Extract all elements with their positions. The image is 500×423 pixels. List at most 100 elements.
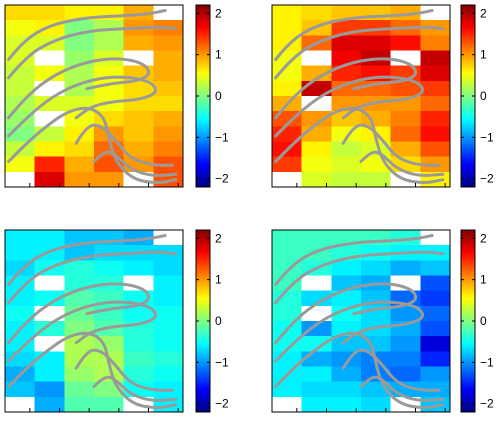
- heatmap-cell: [331, 305, 362, 322]
- heatmap-cell: [5, 65, 36, 82]
- heatmap-cell: [420, 65, 451, 82]
- heatmap-cell: [301, 50, 332, 67]
- axes-frame: [4, 4, 184, 188]
- heatmap-cell: [331, 290, 362, 307]
- heatmap-cell: [361, 396, 392, 413]
- heatmap-cell: [123, 366, 154, 383]
- colorbar-tick-label: −2: [480, 172, 494, 186]
- heatmap-cell: [420, 35, 451, 52]
- heatmap-cell: [34, 50, 65, 67]
- heatmap-cell: [331, 80, 362, 97]
- contour-line: [274, 9, 434, 62]
- heatmap-cell: [390, 230, 421, 246]
- contour-overlay: [7, 234, 178, 409]
- heatmap-cell: [301, 156, 332, 173]
- heatmap-cell: [390, 275, 421, 292]
- heatmap-cell: [64, 65, 95, 82]
- heatmap-cell: [34, 230, 65, 246]
- heatmap-cell: [420, 351, 451, 368]
- colorbar-tick-label: −2: [215, 172, 229, 186]
- heatmap-cell: [34, 96, 65, 112]
- contour-line: [274, 75, 425, 138]
- heatmap-cell: [64, 141, 95, 158]
- contour-line: [7, 331, 178, 409]
- contour-line: [74, 123, 174, 167]
- heatmap-cell: [331, 396, 362, 413]
- heatmap-cell: [390, 141, 421, 158]
- contour-line: [92, 375, 178, 402]
- colorbar-tick-label: 0: [480, 314, 487, 328]
- heatmap-cell: [94, 396, 125, 413]
- heatmap-cell: [331, 260, 362, 277]
- contour-line: [7, 300, 158, 363]
- contour-line: [7, 282, 151, 345]
- heatmap-cell: [34, 141, 65, 158]
- heatmap-cell: [420, 5, 451, 21]
- heatmap-cell: [301, 5, 332, 21]
- heatmap-cell: [5, 381, 36, 398]
- heatmap-cell: [123, 50, 154, 67]
- heatmap-cell: [153, 35, 184, 52]
- colorbar-tick-label: −1: [480, 355, 494, 369]
- colorbar-tick-label: −1: [480, 130, 494, 144]
- contour-line: [274, 234, 434, 287]
- heatmap-cell: [390, 35, 421, 52]
- heatmap-cell: [361, 260, 392, 277]
- colorbar-tick-label: −1: [215, 355, 229, 369]
- contour-line: [7, 9, 167, 62]
- heatmap-cell: [420, 126, 451, 143]
- heatmap-cell: [153, 111, 184, 127]
- heatmap-cell: [390, 260, 421, 277]
- heatmap-cell: [272, 290, 303, 307]
- heatmap-cell: [301, 230, 332, 246]
- contour-line: [7, 234, 167, 287]
- heatmap-cell: [34, 381, 65, 398]
- heatmap-cell: [390, 80, 421, 97]
- heatmap-cell: [5, 171, 36, 188]
- heatmap-cell: [94, 35, 125, 52]
- heatmap-cell: [331, 141, 362, 158]
- heatmap-cell: [420, 275, 451, 292]
- heatmap-cell: [301, 381, 332, 398]
- heatmap-cell: [301, 321, 332, 337]
- heatmap-cell: [420, 141, 451, 158]
- contour-line: [341, 348, 441, 392]
- heatmap-cell: [123, 141, 154, 158]
- heatmap-cell: [301, 111, 332, 127]
- heatmap-cell: [272, 20, 303, 36]
- heatmap-cell: [34, 366, 65, 383]
- heatmap-cell: [153, 275, 184, 292]
- contour-line: [7, 57, 151, 120]
- heatmap-cell: [64, 171, 95, 188]
- heatmap-cell: [301, 171, 332, 188]
- heatmap-cell: [153, 5, 184, 21]
- heatmap-cell: [272, 245, 303, 261]
- heatmap-cell: [34, 5, 65, 21]
- heatmap-cell: [34, 321, 65, 337]
- heatmap-cell: [420, 290, 451, 307]
- heatmap-cell: [123, 35, 154, 52]
- heatmap-cell: [390, 126, 421, 143]
- heatmap-cell: [94, 171, 125, 188]
- heatmap-cell: [361, 171, 392, 188]
- heatmap-cell: [153, 260, 184, 277]
- heatmap-cell: [5, 20, 36, 36]
- heatmap-cell: [34, 171, 65, 188]
- heatmap-cell: [34, 111, 65, 127]
- heatmap-cell: [34, 336, 65, 352]
- heatmap-cell: [301, 65, 332, 82]
- heatmap-cell: [390, 305, 421, 322]
- heatmap-cell: [420, 111, 451, 127]
- heatmap-panel-top-right: 2 1 0 −1 −2: [271, 4, 494, 188]
- contour-line: [74, 348, 174, 392]
- heatmap-cell: [301, 96, 332, 112]
- heatmap-cell: [272, 65, 303, 82]
- heatmap-cell: [420, 50, 451, 67]
- heatmap-cell: [361, 35, 392, 52]
- heatmap-cell: [123, 260, 154, 277]
- heatmap-cell: [331, 336, 362, 352]
- heatmap-cell: [64, 260, 95, 277]
- contour-line: [274, 300, 425, 363]
- heatmap-cell: [34, 396, 65, 413]
- contour-overlay: [274, 9, 445, 184]
